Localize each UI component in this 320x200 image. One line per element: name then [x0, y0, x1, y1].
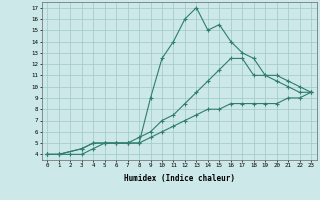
X-axis label: Humidex (Indice chaleur): Humidex (Indice chaleur) [124, 174, 235, 183]
